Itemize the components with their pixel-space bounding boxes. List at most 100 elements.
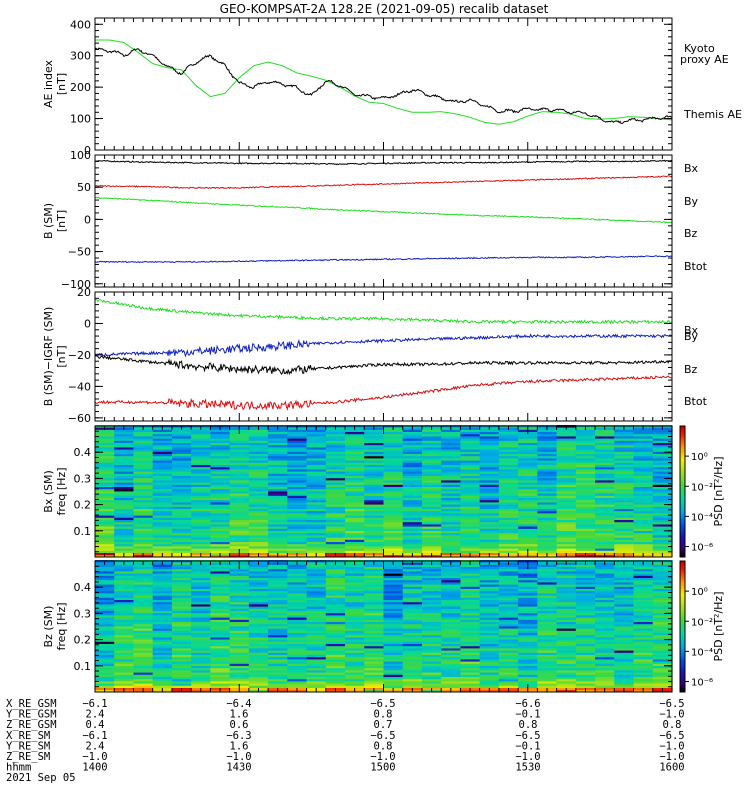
spectrogram-cell [210,528,231,531]
spectrogram-cell [229,537,250,540]
spectrogram-cell [114,471,135,474]
spectrogram-cell [537,586,558,589]
spectrogram-cell [345,568,365,572]
spectrogram-cell [498,582,519,585]
spectrogram-cell [556,582,577,585]
spectrogram-cell [248,632,269,636]
spectrogram-cell [95,573,115,576]
spectrogram-cell [191,433,211,437]
legend-label: By [684,195,699,208]
spectrogram-cell [114,482,135,485]
spectrogram-cell [575,648,596,651]
spectrogram-cell [421,648,442,651]
spectrogram-cell [191,641,211,644]
spectrogram-cell [556,453,577,457]
spectrogram-cell [191,678,211,682]
spectrogram-cell [248,663,269,666]
spectrogram-cell [421,497,442,501]
spectrogram-cell [537,453,558,457]
spectrogram-cell [421,458,442,461]
spectrogram-cell [95,499,115,503]
spectrogram-cell [191,444,211,448]
spectrogram-cell [556,510,577,514]
spectrogram-cell [171,632,192,636]
spectrogram-cell [306,499,327,503]
spectrogram-cell [152,517,173,520]
spectrogram-cell [210,656,231,660]
spectrogram-cell [633,667,654,671]
spectrogram-cell [614,652,635,655]
spectrogram-cell [518,486,538,490]
spectrogram-cell [210,639,231,642]
spectrogram-cell [229,458,250,461]
spectrogram-cell [556,526,577,529]
spectrogram-cell [556,634,577,638]
spectrogram-cell [518,663,538,666]
spectrogram-cell [460,539,481,542]
spectrogram-cell [364,451,385,454]
spectrogram-cell [248,564,269,567]
spectrogram-cell [556,546,577,549]
spectrogram-cell [614,438,635,441]
spectrogram-cell [614,480,635,483]
spectrogram-cell [402,517,423,520]
colorbar-band [680,536,685,538]
spectrogram-cell [498,674,519,677]
spectrogram-cell [306,486,327,490]
spectrogram-cell [479,648,500,651]
spectrogram-cell [210,436,231,439]
spectrogram-cell [479,588,500,592]
colorbar-band [680,605,685,607]
spectrogram-cell [498,617,519,620]
spectrogram-cell [575,612,596,616]
spectrogram-cell [191,630,211,633]
spectrogram-cell [556,447,577,450]
colorbar-band [680,431,685,433]
spectrogram-cell [402,460,423,463]
spectrogram-cell [210,634,231,638]
spectrogram-cell [287,645,308,649]
colorbar-band [680,678,685,680]
spectrogram-cell [364,515,385,518]
spectrogram-cell [95,491,115,494]
spectrogram-cell [421,473,442,476]
spectrogram-cell [421,681,442,684]
spectrogram-cell [152,652,173,655]
colorbar-band [680,615,685,617]
spectrogram-cell [191,656,211,660]
colorbar-band [680,496,685,498]
spectrogram-cell [633,482,654,485]
legend-label: Bx [684,324,699,337]
spectrogram-cell [171,493,192,496]
spectrogram-cell [268,477,288,481]
spectrogram-cell [479,656,500,660]
spectrogram-cell [152,632,173,636]
spectrogram-cell [364,623,385,627]
spectrogram-cell [364,537,385,540]
colorbar-tick-label: 10⁰ [691,587,708,598]
spectrogram-cell [595,577,615,581]
spectrogram-cell [210,535,231,538]
spectrogram-cell [345,458,365,461]
spectrogram-cell [460,610,481,614]
spectrogram-cell [306,517,327,520]
colorbar-band [680,603,685,605]
spectrogram-cell [287,442,308,446]
series-line [94,159,673,166]
spectrogram-cell [652,683,673,686]
spectrogram-cell [575,440,596,443]
spectrogram-cell [421,606,442,609]
spectrogram-cell [575,475,596,479]
spectrogram-cell [498,526,519,529]
colorbar-band [680,648,685,650]
spectrogram-cell [652,676,673,680]
spectrogram-cell [556,610,577,614]
spectrogram-cell [95,482,115,485]
spectrogram-cell [421,672,442,675]
spectrogram-cell [441,495,462,498]
spectrogram-cell [133,654,154,658]
spectrogram-cell [95,438,115,441]
spectrogram-cell [171,548,192,551]
spectrogram-cell [537,466,558,470]
spectrogram-cell [229,515,250,518]
